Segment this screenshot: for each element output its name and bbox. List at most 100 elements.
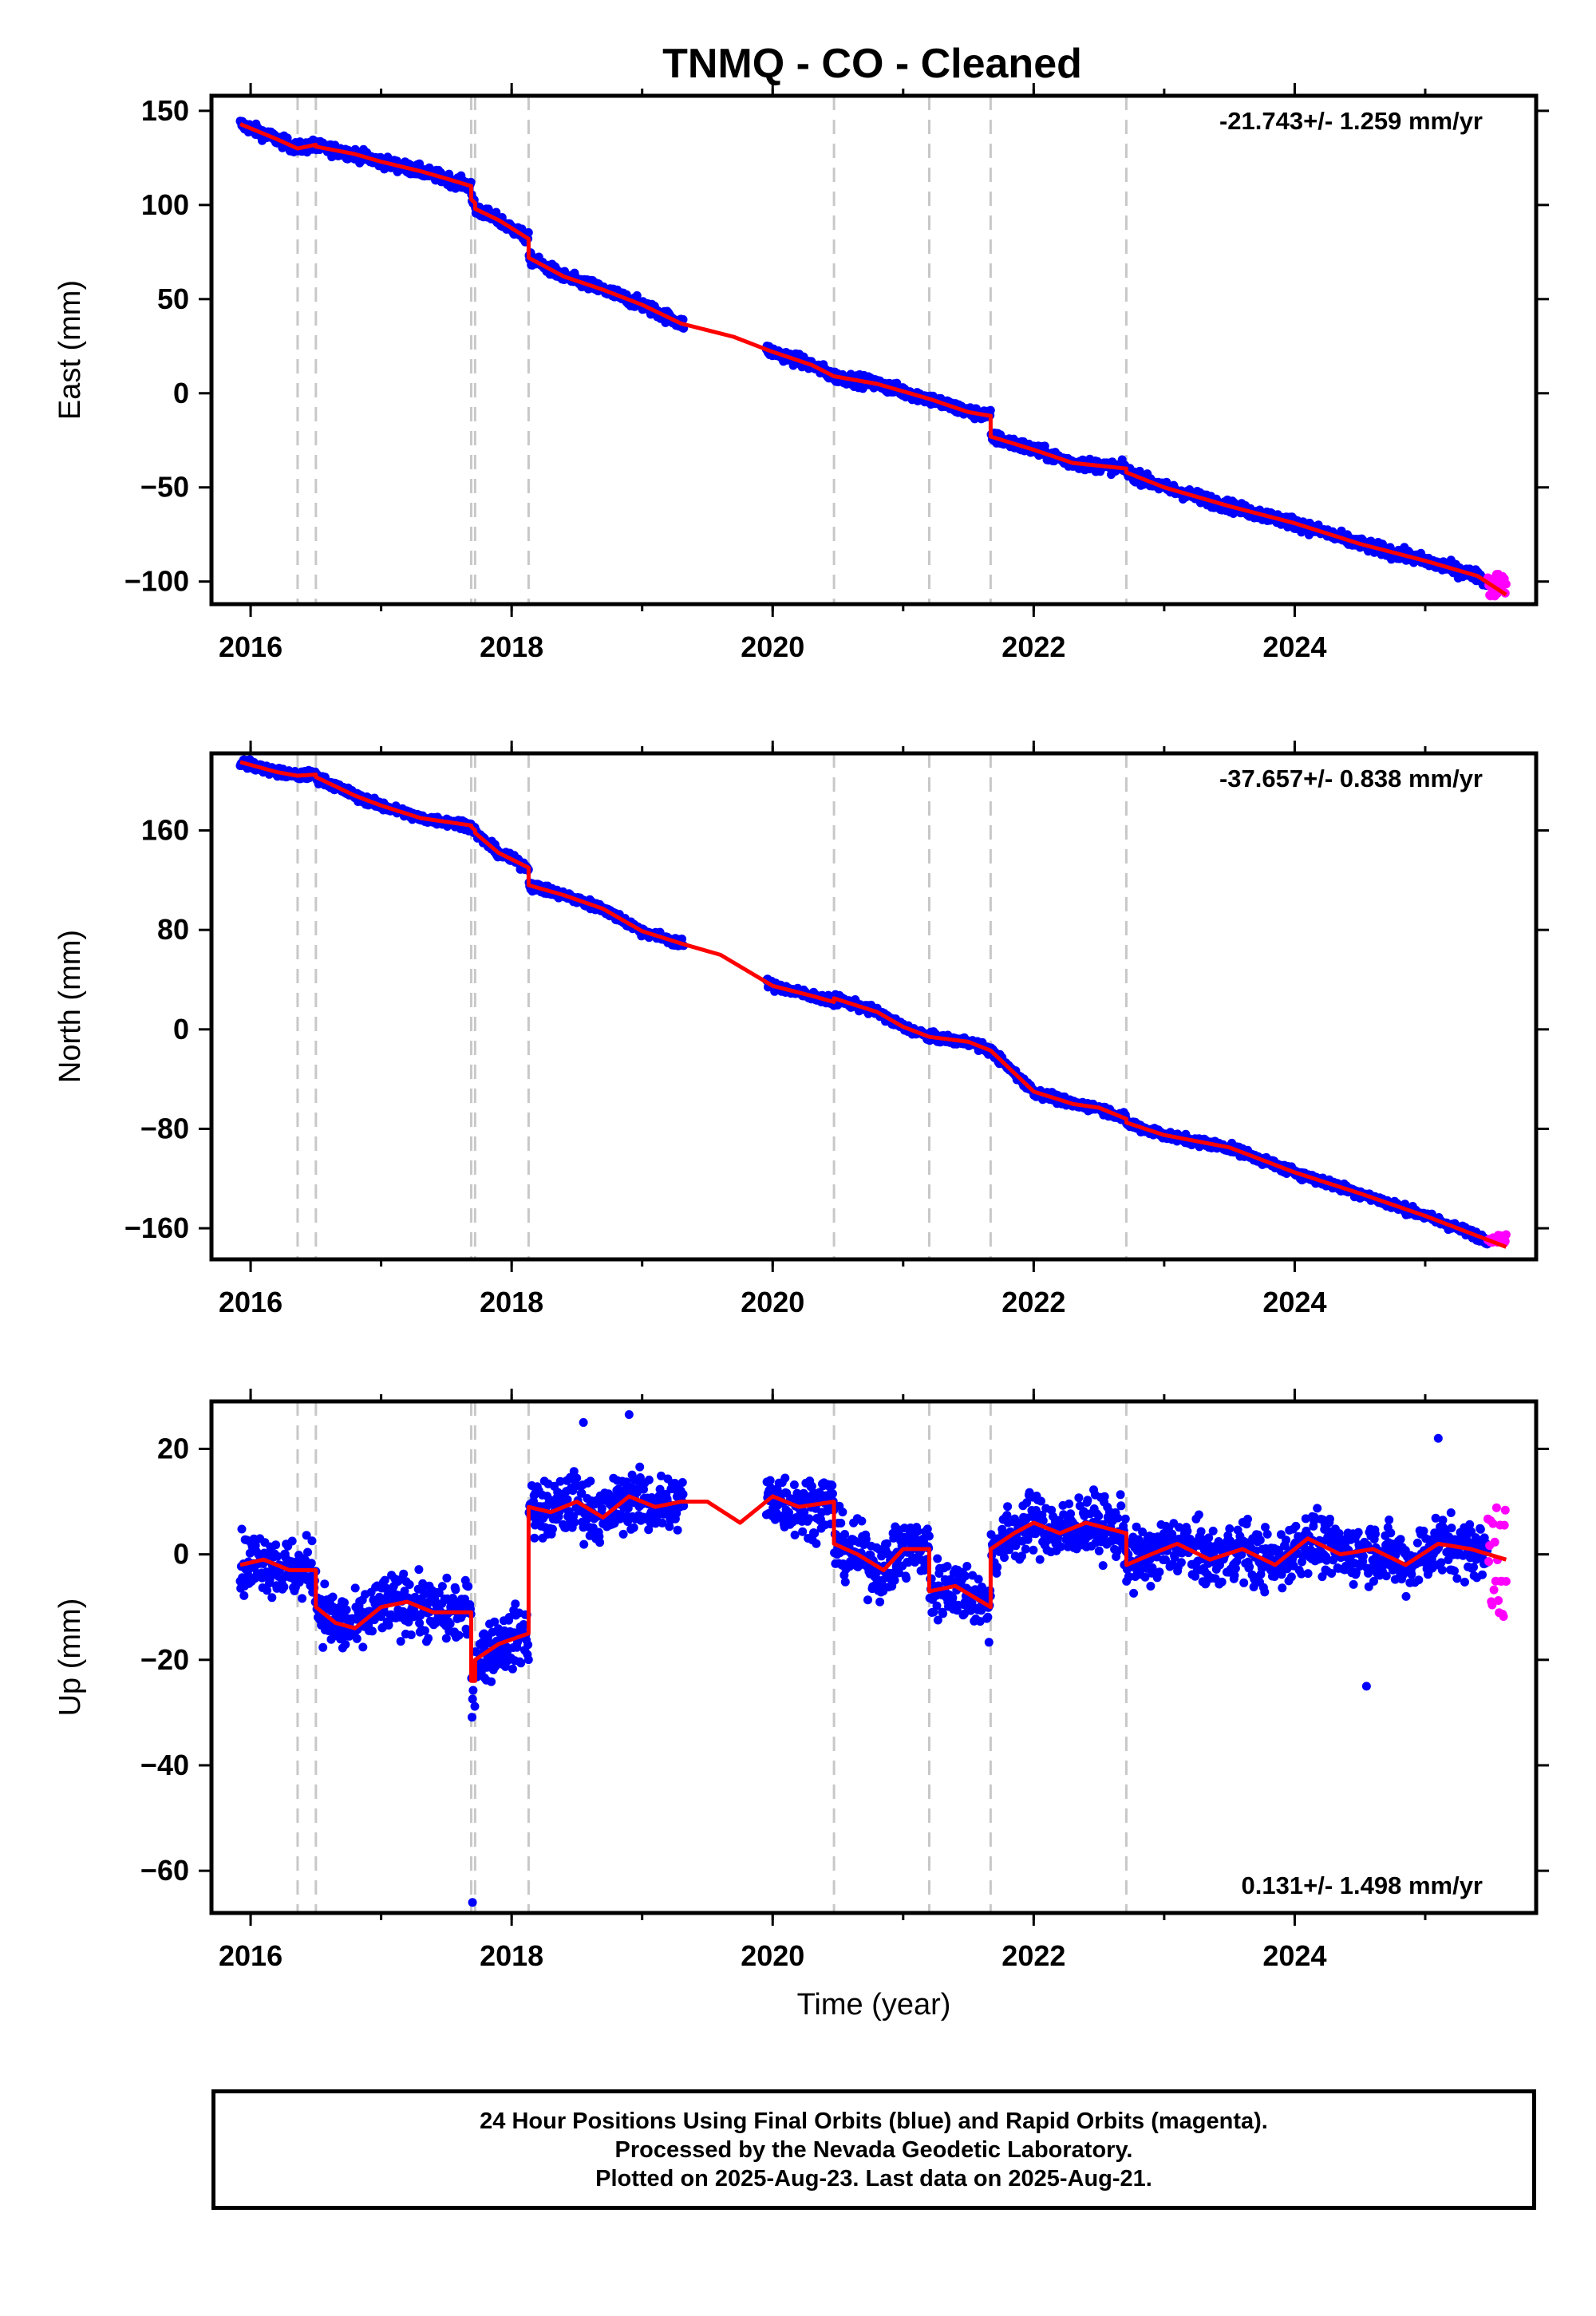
final-orbit-point xyxy=(399,1569,409,1579)
final-orbit-point xyxy=(516,1658,526,1668)
y-tick-label: 0 xyxy=(173,377,189,409)
y-tick-label: 160 xyxy=(141,814,189,847)
final-orbit-point xyxy=(451,1585,460,1595)
final-orbit-point xyxy=(302,1531,311,1540)
final-orbit-point xyxy=(523,1655,533,1665)
final-orbit-point xyxy=(424,1634,433,1643)
final-orbit-point xyxy=(511,1599,520,1609)
final-orbit-point xyxy=(306,1559,316,1568)
y-tick-label: 80 xyxy=(157,913,189,946)
final-orbit-point xyxy=(468,1713,476,1722)
rapid-orbit-point xyxy=(1500,1236,1510,1246)
final-orbit-point xyxy=(490,1617,500,1626)
final-orbit-point xyxy=(400,1587,409,1596)
final-orbit-point xyxy=(468,1694,477,1704)
y-tick-label: −100 xyxy=(124,565,189,598)
final-orbit-point xyxy=(415,1618,425,1628)
final-orbit-point xyxy=(396,1637,405,1646)
x-tick-label: 2024 xyxy=(1262,1286,1326,1318)
final-orbit-point xyxy=(298,1594,307,1603)
y-tick-label: 150 xyxy=(141,94,189,127)
x-tick-label: 2016 xyxy=(219,630,282,663)
final-orbit-point xyxy=(464,1582,473,1591)
final-orbit-point xyxy=(318,1642,328,1652)
final-orbit-point xyxy=(508,1664,517,1674)
y-tick-label: −160 xyxy=(124,1211,189,1244)
final-orbit-point xyxy=(530,1533,539,1543)
y-tick-label: −80 xyxy=(140,1112,189,1144)
final-orbit-point xyxy=(328,1592,338,1602)
data-layer xyxy=(235,755,1511,1249)
panel-east: 2016 2018 2020 2022 2024−100−50050100150East… xyxy=(53,83,1549,663)
final-orbit-point xyxy=(468,1686,478,1695)
x-tick-label: 2020 xyxy=(741,1286,804,1318)
final-orbit-point xyxy=(279,1582,289,1591)
final-orbit-point xyxy=(437,1582,447,1591)
final-orbit-point xyxy=(445,1619,455,1629)
x-tick-label: 2022 xyxy=(1001,630,1065,663)
final-orbit-point xyxy=(523,227,533,237)
chart-title: TNMQ - CO - Cleaned xyxy=(662,41,1082,87)
final-orbit-point xyxy=(414,1565,424,1575)
final-orbit-point xyxy=(492,207,501,217)
model-line xyxy=(239,760,1507,1249)
final-orbit-point xyxy=(303,1547,312,1557)
final-orbit-point xyxy=(470,1701,480,1711)
final-orbit-point xyxy=(340,1598,349,1607)
rate-label: -37.657+/- 0.838 mm/yr xyxy=(1219,765,1483,792)
x-tick-label: 2016 xyxy=(219,1286,282,1318)
rapid-orbit-point xyxy=(1501,579,1511,589)
data-layer xyxy=(235,1410,1511,1907)
final-orbit-point xyxy=(341,1640,350,1649)
y-tick-label: −50 xyxy=(140,471,189,504)
model-line xyxy=(239,122,1507,597)
final-orbit-point xyxy=(454,1630,464,1640)
final-orbit-point xyxy=(369,1615,379,1625)
final-orbit-point xyxy=(237,1524,247,1534)
final-orbit-point xyxy=(307,1536,317,1546)
y-tick-label: 50 xyxy=(157,283,189,315)
y-tick-label: 0 xyxy=(173,1013,189,1045)
x-tick-label: 2022 xyxy=(1001,1286,1065,1318)
final-orbit-point xyxy=(320,1579,330,1589)
rapid-orbit-point xyxy=(1501,1230,1511,1239)
final-orbit-point xyxy=(406,1630,416,1639)
x-tick-label: 2018 xyxy=(480,1286,543,1318)
y-axis-label: North (mm) xyxy=(53,930,87,1083)
final-orbit-point xyxy=(384,1620,393,1630)
final-orbit-point xyxy=(267,1593,277,1603)
final-orbit-point xyxy=(271,1540,281,1550)
final-orbit-point xyxy=(352,1634,361,1643)
data-layer xyxy=(235,117,1511,601)
final-orbit-point xyxy=(273,1551,282,1561)
final-orbit-point xyxy=(434,1588,444,1598)
final-orbit-point xyxy=(368,1626,377,1636)
final-orbit-point xyxy=(442,1573,452,1583)
final-orbit-point xyxy=(441,1634,451,1643)
y-axis-label: East (mm) xyxy=(53,280,87,420)
final-orbit-point xyxy=(504,1613,514,1622)
plot-frame xyxy=(209,93,1539,607)
final-orbit-point xyxy=(350,1583,360,1593)
final-orbit-point xyxy=(287,1536,297,1546)
final-orbit-point xyxy=(342,1605,351,1614)
final-orbit-point xyxy=(380,1575,389,1585)
x-tick-label: 2018 xyxy=(480,630,543,663)
panel-north: 2016 2018 2020 2022 2024 −160 −80 0 80 160 North (… xyxy=(53,741,1549,1318)
plot-frame xyxy=(209,751,1539,1262)
final-orbit-point xyxy=(421,1626,429,1635)
x-tick-label: 2020 xyxy=(741,630,804,663)
final-orbit-point xyxy=(358,1642,368,1652)
final-orbit-point xyxy=(986,405,995,415)
final-orbit-point xyxy=(519,1621,529,1630)
y-tick-label: 100 xyxy=(141,188,189,221)
final-orbit-point xyxy=(263,1586,272,1595)
final-orbit-point xyxy=(405,1580,414,1589)
final-orbit-point xyxy=(420,1589,429,1599)
final-orbit-point xyxy=(418,1579,428,1588)
final-orbit-point xyxy=(487,1677,496,1686)
final-orbit-point xyxy=(523,1640,533,1650)
final-orbit-point xyxy=(1135,466,1144,476)
